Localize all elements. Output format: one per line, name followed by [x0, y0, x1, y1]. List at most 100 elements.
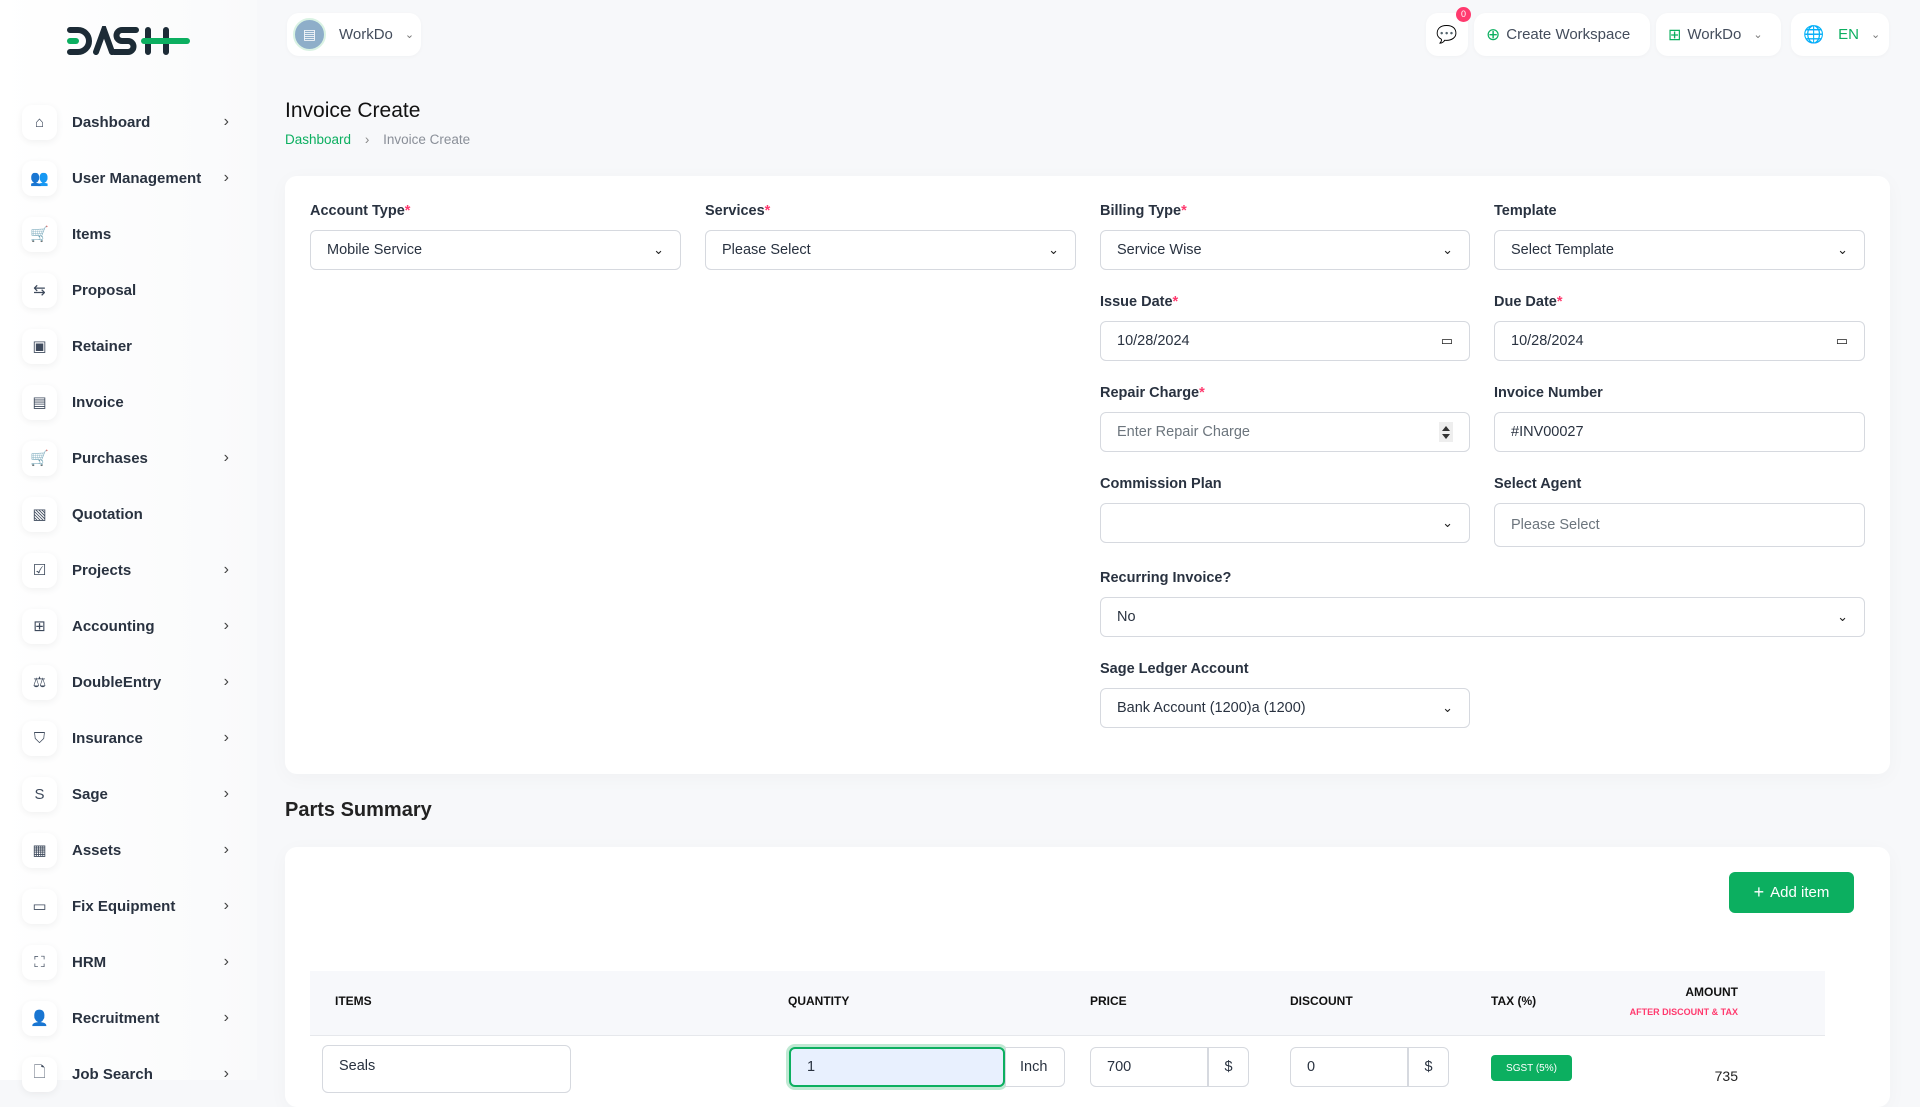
account-type-label: Account Type*	[310, 203, 411, 219]
commission-plan-select[interactable]: ⌄	[1100, 503, 1470, 543]
sidebar-item-label: HRM	[72, 953, 107, 971]
invoice-number-input[interactable]: #INV00027	[1494, 412, 1865, 452]
breadcrumb-current: Invoice Create	[383, 132, 471, 147]
item-input[interactable]: Seals	[322, 1045, 571, 1093]
discount-input[interactable]: 0	[1290, 1047, 1408, 1087]
sidebar-item-label: DoubleEntry	[72, 673, 162, 691]
spinner-icon[interactable]	[1439, 422, 1453, 442]
chevron-down-icon: ⌄	[1753, 29, 1763, 41]
sidebar: ⌂ Dashboard › 👥 User Management › 🛒 Items ⇆ Propo…	[0, 0, 257, 1092]
sidebar-item-hrm[interactable]: ⛶ HRM ›	[22, 942, 237, 982]
workspace-selector[interactable]: ▤ WorkDo ⌄	[287, 13, 421, 56]
breadcrumb: Dashboard › Invoice Create	[285, 132, 470, 147]
sidebar-item-job-search[interactable]: 🗋 Job Search ›	[22, 1054, 237, 1094]
chevron-right-icon: ›	[223, 897, 229, 914]
sage-ledger-select[interactable]: Bank Account (1200)a (1200) ⌄	[1100, 688, 1470, 728]
due-date-input[interactable]: 10/28/2024 ▭	[1494, 321, 1865, 361]
due-date-label: Due Date*	[1494, 294, 1563, 310]
sidebar-item-recruitment[interactable]: 👤 Recruitment ›	[22, 998, 237, 1038]
services-select[interactable]: Please Select ⌄	[705, 230, 1076, 270]
sidebar-item-sage[interactable]: S Sage ›	[22, 774, 237, 814]
plus-icon: +	[1753, 882, 1765, 902]
price-currency: $	[1208, 1047, 1249, 1087]
template-select[interactable]: Select Template ⌄	[1494, 230, 1865, 270]
select-agent-input[interactable]: Please Select	[1494, 503, 1865, 547]
dash-logo[interactable]	[66, 21, 191, 61]
sage-ledger-label: Sage Ledger Account	[1100, 661, 1249, 677]
sidebar-item-proposal[interactable]: ⇆ Proposal	[22, 270, 237, 310]
breadcrumb-dashboard[interactable]: Dashboard	[285, 132, 352, 147]
billing-type-label: Billing Type*	[1100, 203, 1187, 219]
sidebar-item-label: Fix Equipment	[72, 897, 176, 915]
chevron-down-icon: ⌄	[653, 242, 664, 257]
calendar-icon[interactable]: ▭	[1440, 333, 1453, 348]
cart-icon: 🛒	[22, 440, 57, 476]
workspace-menu-label: WorkDo	[1687, 26, 1742, 43]
parts-table-header	[310, 971, 1825, 1036]
add-item-button[interactable]: + Add item	[1729, 872, 1854, 913]
unit-label: Inch	[1005, 1047, 1065, 1087]
price-input[interactable]: 700	[1090, 1047, 1208, 1087]
sidebar-item-user-management[interactable]: 👥 User Management ›	[22, 158, 237, 198]
select-agent-label: Select Agent	[1494, 476, 1582, 492]
messages-button[interactable]: 💬 0	[1426, 7, 1471, 56]
billing-type-select[interactable]: Service Wise ⌄	[1100, 230, 1470, 270]
sidebar-item-label: Job Search	[72, 1065, 153, 1083]
create-workspace-label: Create Workspace	[1506, 26, 1631, 43]
sidebar-item-items[interactable]: 🛒 Items	[22, 214, 237, 254]
sidebar-item-label: Quotation	[72, 505, 143, 523]
sidebar-item-label: Projects	[72, 561, 132, 579]
sidebar-item-label: Purchases	[72, 449, 148, 467]
chevron-right-icon: ›	[223, 673, 229, 690]
archive-icon: ▭	[22, 888, 57, 924]
sidebar-item-retainer[interactable]: ▣ Retainer	[22, 326, 237, 366]
parts-summary-title: Parts Summary	[285, 799, 432, 821]
sidebar-item-label: Proposal	[72, 281, 137, 299]
invoice-number-label: Invoice Number	[1494, 385, 1603, 401]
sidebar-item-purchases[interactable]: 🛒 Purchases ›	[22, 438, 237, 478]
col-tax: TAX (%)	[1491, 994, 1537, 1008]
sidebar-item-fix-equipment[interactable]: ▭ Fix Equipment ›	[22, 886, 237, 926]
language-selector[interactable]: 🌐 EN ⌄	[1791, 13, 1889, 56]
sidebar-item-quotation[interactable]: ▧ Quotation	[22, 494, 237, 534]
file-check-icon: ▧	[22, 496, 57, 532]
create-workspace-button[interactable]: ⊕ Create Workspace	[1474, 13, 1650, 56]
plus-circle-icon: ⊕	[1486, 24, 1501, 44]
recurring-select[interactable]: No ⌄	[1100, 597, 1865, 637]
cart-icon: 🛒	[22, 216, 57, 252]
save-icon: ▣	[22, 328, 57, 364]
sidebar-item-invoice[interactable]: ▤ Invoice	[22, 382, 237, 422]
notification-badge: 0	[1456, 7, 1471, 22]
sidebar-item-label: Accounting	[72, 617, 155, 635]
workspace-menu[interactable]: ⊞ WorkDo ⌄	[1656, 13, 1781, 56]
file-search-icon: 🗋	[22, 1056, 57, 1092]
sidebar-item-accounting[interactable]: ⊞ Accounting ›	[22, 606, 237, 646]
workspace-name: WorkDo	[339, 26, 393, 43]
issue-date-label: Issue Date*	[1100, 294, 1179, 310]
sidebar-item-assets[interactable]: ▦ Assets ›	[22, 830, 237, 870]
chevron-right-icon: ›	[223, 169, 229, 186]
quantity-input[interactable]: 1	[789, 1047, 1005, 1087]
chevron-down-icon: ⌄	[1048, 242, 1059, 257]
chevron-right-icon: ›	[223, 561, 229, 578]
chevron-right-icon: ›	[364, 132, 370, 147]
language-label: EN	[1838, 26, 1860, 43]
users-icon: 👥	[22, 160, 57, 196]
sidebar-item-insurance[interactable]: ⛉ Insurance ›	[22, 718, 237, 758]
chevron-down-icon: ⌄	[1442, 242, 1453, 257]
repair-charge-input[interactable]: Enter Repair Charge	[1100, 412, 1470, 452]
sidebar-item-projects[interactable]: ☑ Projects ›	[22, 550, 237, 590]
shield-check-icon: ⛉	[22, 720, 57, 756]
account-type-select[interactable]: Mobile Service ⌄	[310, 230, 681, 270]
sidebar-item-dashboard[interactable]: ⌂ Dashboard ›	[22, 102, 237, 142]
calculator-icon: ▦	[22, 832, 57, 868]
swap-icon: ⇆	[22, 272, 57, 308]
issue-date-input[interactable]: 10/28/2024 ▭	[1100, 321, 1470, 361]
scale-icon: ⚖	[22, 664, 57, 700]
sidebar-item-label: Insurance	[72, 729, 143, 747]
sidebar-item-label: User Management	[72, 169, 202, 187]
tax-badge: SGST (5%)	[1491, 1055, 1572, 1081]
sidebar-item-doubleentry[interactable]: ⚖ DoubleEntry ›	[22, 662, 237, 702]
sidebar-item-label: Sage	[72, 785, 108, 803]
calendar-icon[interactable]: ▭	[1835, 333, 1848, 348]
